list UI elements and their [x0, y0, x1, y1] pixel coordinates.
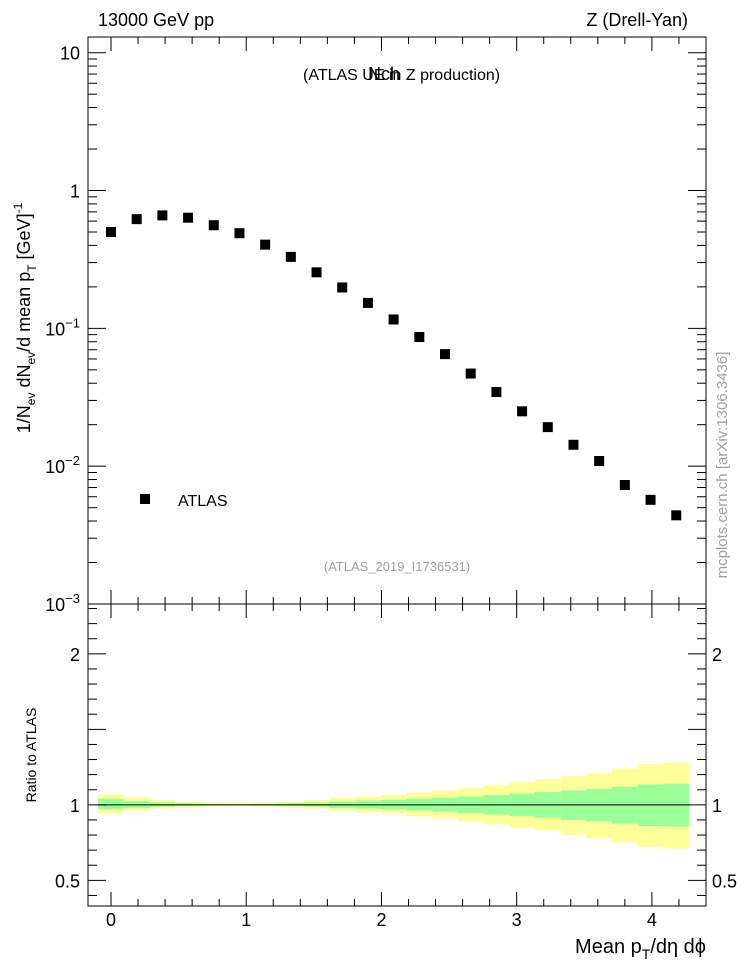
x-tick-label: 0: [106, 910, 116, 930]
ratio-y-tick-label-right: 1: [712, 796, 722, 816]
y-tick-label: 10−2: [45, 453, 80, 477]
data-point: [208, 220, 219, 231]
legend: ATLAS: [140, 493, 228, 510]
x-tick-label: 3: [512, 910, 522, 930]
data-point: [157, 210, 168, 221]
header-left: 13000 GeV pp: [98, 10, 214, 30]
y-tick-label: 1: [70, 182, 80, 202]
xlabel-part-a-sub: T: [642, 946, 651, 962]
data-point: [440, 349, 451, 360]
ratio-axis-ticks: [88, 604, 707, 906]
data-point: [362, 297, 373, 308]
uncertainty-band-inner: [98, 798, 124, 810]
ylabel-part-b: dN: [14, 365, 34, 393]
data-point: [517, 406, 528, 417]
ratio-y-tick-label-left: 2: [70, 645, 80, 665]
data-point: [671, 510, 682, 521]
data-point: [311, 267, 322, 278]
x-tick-labels: 0 1 2 3 4: [106, 910, 657, 930]
ylabel-part-b-sub: ev: [24, 352, 38, 365]
ratio-y-tick-labels: 0.5 0.5 1 1 2 2: [55, 645, 737, 892]
data-point: [105, 227, 116, 238]
ylabel-part-a-sub: ev: [24, 393, 38, 406]
side-credit-label: mcplots.cern.ch [arXiv:1306.3436]: [714, 352, 731, 579]
data-point: [491, 387, 502, 398]
data-point: [337, 282, 348, 293]
data-point: [619, 480, 630, 491]
ratio-plot-marks: [98, 762, 690, 849]
y-tick-label-exp: −3: [65, 591, 80, 606]
data-point: [645, 494, 656, 505]
ylabel-part-d-sup: -1: [11, 202, 25, 213]
plot-title: Nch: [368, 64, 400, 84]
ylabel-part-c-sub: T: [25, 264, 39, 272]
y-tick-label: 10: [60, 44, 80, 64]
ratio-plot-panel: 0.5 0.5 1 1 2 2 0 1 2 3 4 Ratio to ATLAS Mean pT/…: [23, 603, 737, 962]
plot-subtitle: (ATLAS UE in Z production): [303, 67, 500, 84]
ratio-y-axis-title: Ratio to ATLAS: [23, 708, 39, 803]
main-plot-marks: [105, 210, 682, 521]
data-point: [285, 251, 296, 262]
ratio-y-tick-label-left: 0.5: [55, 871, 80, 891]
ratio-plot-frame: [87, 603, 707, 907]
x-tick-label: 1: [241, 910, 251, 930]
legend-marker: [140, 494, 150, 504]
y-tick-label-base: 10: [45, 595, 65, 615]
y-tick-label-exp: −1: [65, 315, 80, 330]
analysis-watermark: (ATLAS_2019_I1736531): [324, 559, 470, 574]
data-point: [594, 456, 605, 467]
y-tick-label-base: 10: [45, 319, 65, 339]
data-point: [465, 368, 476, 379]
legend-label: ATLAS: [178, 493, 228, 510]
x-tick-label: 2: [376, 910, 386, 930]
data-point: [260, 239, 271, 250]
y-tick-label: 10−1: [45, 315, 80, 339]
ratio-y-tick-label-left: 1: [70, 796, 80, 816]
data-point: [131, 214, 142, 225]
y-tick-label-base: 10: [45, 457, 65, 477]
xlabel-part-a: Mean p: [575, 936, 642, 958]
x-tick-label: 4: [647, 910, 657, 930]
data-point: [183, 212, 194, 223]
data-point: [234, 228, 245, 239]
data-point: [414, 332, 425, 343]
data-point: [388, 314, 399, 325]
svg-text:1/Nev dNev/d mean pT [GeV]-1: 1/Nev dNev/d mean pT [GeV]-1: [11, 202, 39, 433]
main-y-axis-title: 1/Nev dNev/d mean pT [GeV]-1: [11, 202, 39, 433]
main-axis-ticks: [88, 37, 707, 605]
xlabel-part-b: /dη dϕ: [650, 936, 706, 958]
ylabel-part-c: /d mean p: [14, 272, 34, 352]
ratio-y-tick-label-right: 0.5: [712, 871, 737, 891]
data-point: [568, 439, 579, 450]
y-tick-label-exp: −2: [65, 453, 80, 468]
y-tick-label: 10−3: [45, 591, 80, 615]
header-right: Z (Drell-Yan): [586, 10, 688, 30]
x-axis-title: Mean pT/dη dϕ: [575, 936, 706, 962]
ratio-y-tick-label-right: 2: [712, 645, 722, 665]
ylabel-part-d: [GeV]: [14, 213, 34, 264]
ylabel-part-a: 1/N: [14, 405, 34, 433]
data-point: [542, 422, 553, 433]
